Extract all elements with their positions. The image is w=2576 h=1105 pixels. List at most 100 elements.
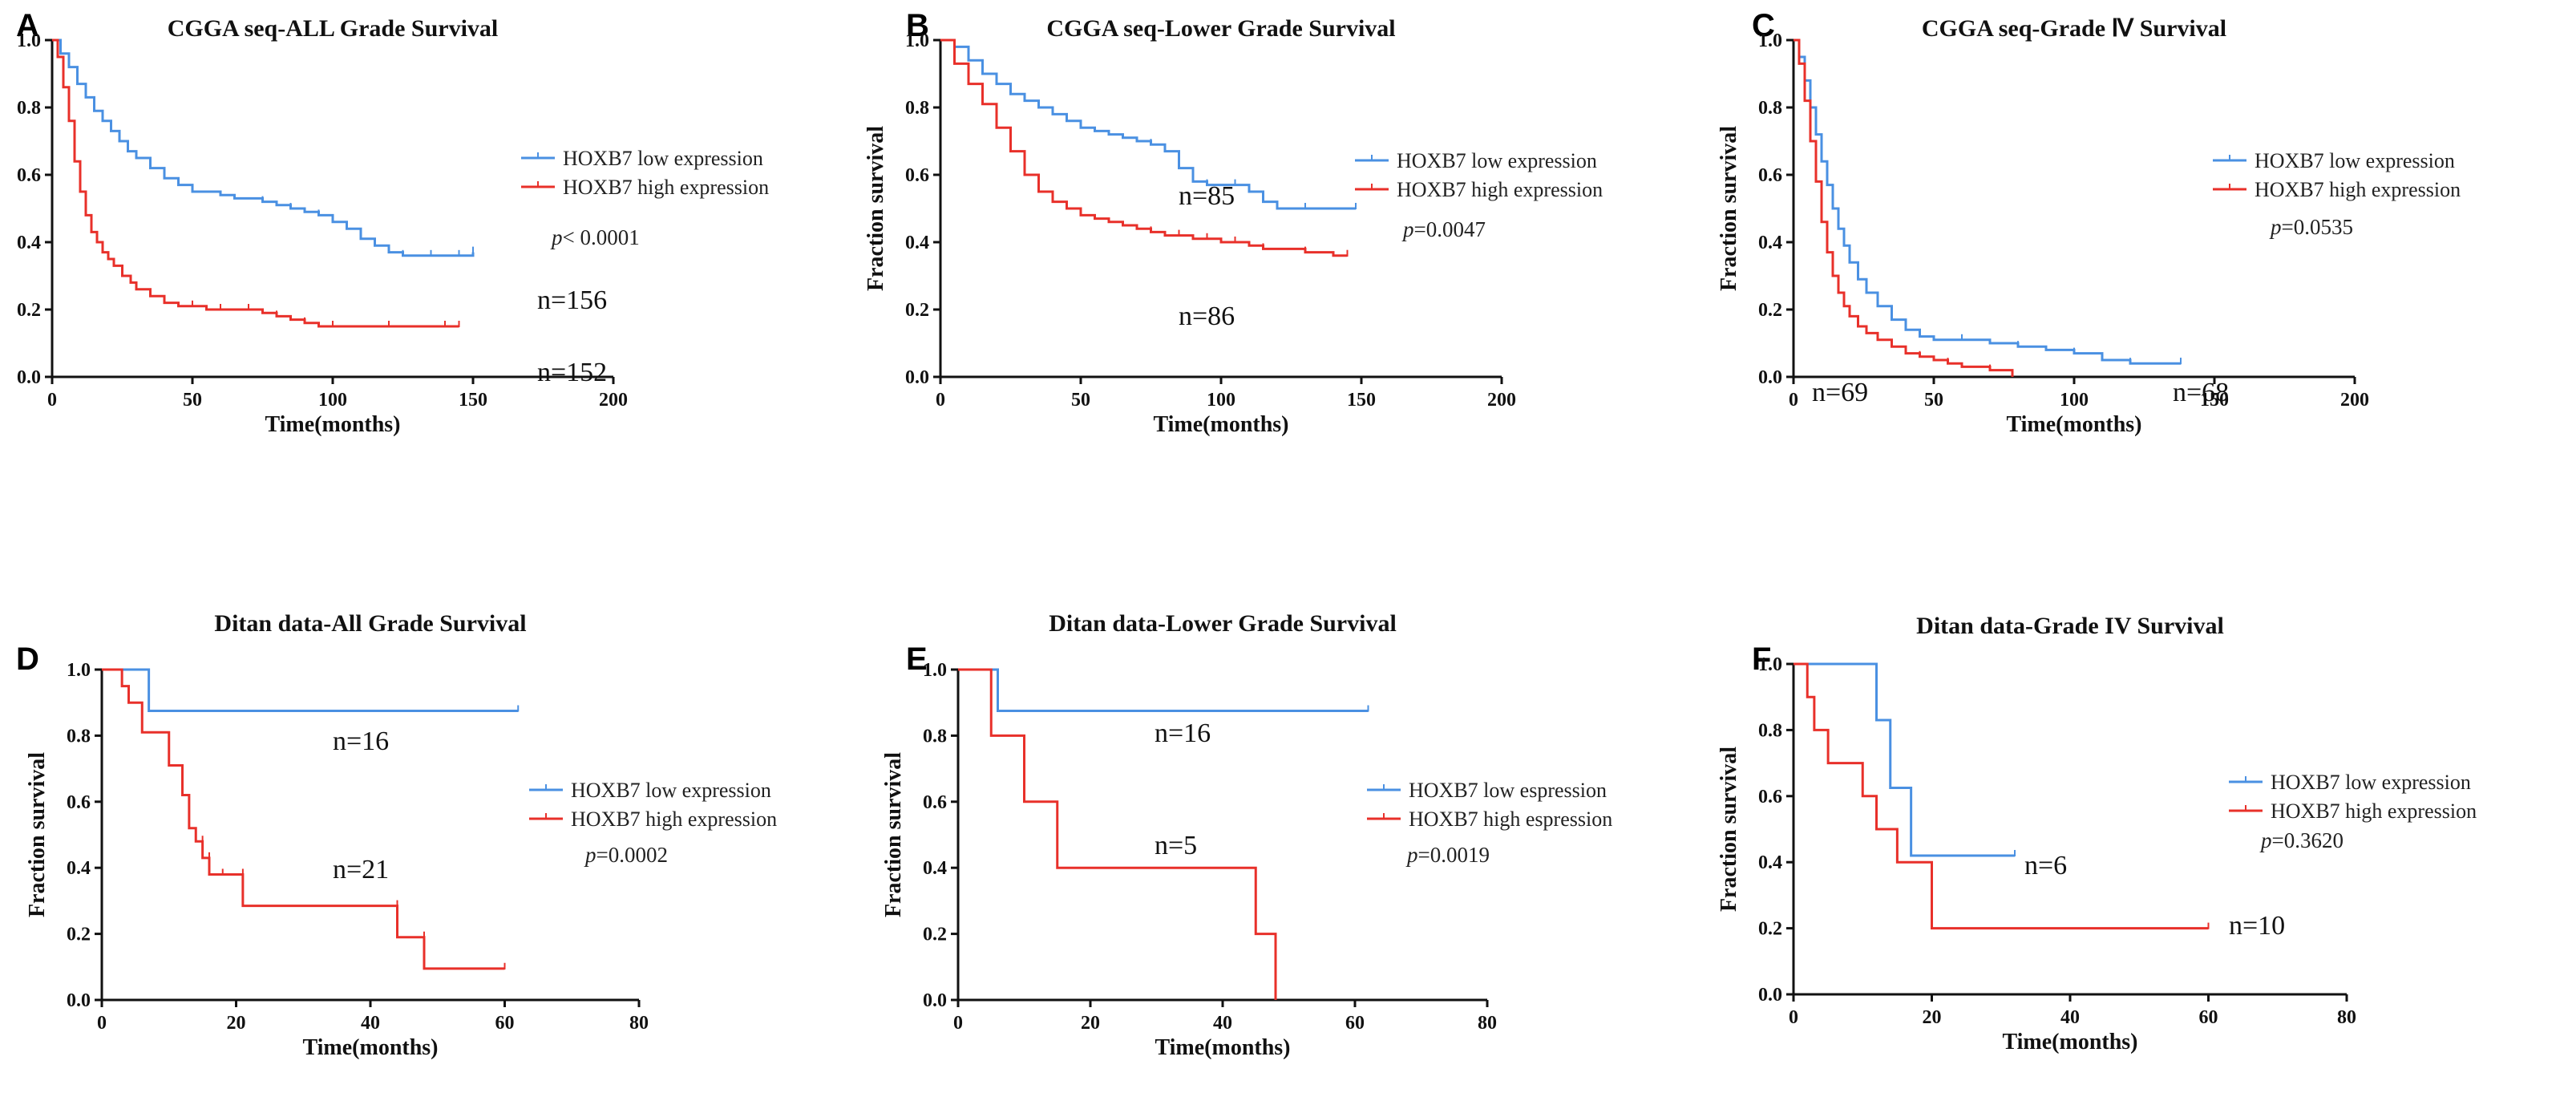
legend-label-a-high: HOXB7 high expression [563,176,769,199]
n-label-b-high: n=86 [1179,302,1235,331]
x-tick-label-f: 40 [2060,1007,2080,1028]
y-tick-label-e: 0.6 [923,792,947,813]
y-tick-label-b: 1.0 [905,30,929,51]
legend-label-e-low: HOXB7 low espression [1409,779,1607,802]
y-tick-label-a: 0.8 [17,98,41,119]
y-tick-label-b: 0.6 [905,165,929,186]
y-axis-label-b: Fraction survival [863,126,888,291]
x-axis-label-b: Time(months) [1153,412,1288,437]
y-tick-label-f: 0.4 [1758,852,1782,873]
x-tick-label-f: 60 [2199,1007,2218,1028]
x-axis-label-f: Time(months) [2002,1030,2137,1054]
n-label-e-high: n=5 [1155,831,1197,860]
series-line-c-high [1793,38,2014,377]
chart-title-c: CGGA seq-Grade Ⅳ Survival [1922,15,2226,42]
n-label-f-low: n=6 [2024,851,2067,880]
x-tick-label-e: 0 [953,1013,963,1034]
x-tick-label-b: 200 [1487,390,1516,411]
y-tick-label-c: 0.4 [1758,233,1782,253]
y-tick-label-b: 0.2 [905,300,929,321]
p-value-f: p=0.3620 [2259,828,2343,852]
x-tick-label-e: 80 [1478,1013,1497,1034]
y-tick-label-a: 0.0 [17,367,41,388]
y-tick-label-c: 0.0 [1758,367,1782,388]
panel-letter-c: C [1752,8,1775,43]
y-tick-label-f: 0.6 [1758,787,1782,808]
x-tick-label-a: 100 [318,390,347,411]
y-tick-label-f: 0.0 [1758,985,1782,1006]
y-tick-label-b: 0.4 [905,233,929,253]
x-tick-label-d: 0 [97,1013,107,1034]
x-tick-label-b: 0 [936,390,945,411]
legend-label-f-high: HOXB7 high expression [2271,799,2477,823]
y-tick-label-d: 0.8 [67,726,91,747]
series-line-e-low [958,668,1369,712]
y-tick-label-d: 0.0 [67,990,91,1011]
y-tick-label-e: 0.0 [923,990,947,1011]
legend-label-e-high: HOXB7 high espression [1409,808,1612,831]
y-tick-label-a: 0.6 [17,165,41,186]
p-value-b: p=0.0047 [1401,217,1486,241]
y-tick-label-f: 0.2 [1758,919,1782,940]
x-tick-label-f: 0 [1789,1007,1798,1028]
series-line-c-low [1793,38,2181,365]
series-line-f-high [1793,662,2209,930]
x-tick-label-b: 50 [1071,390,1090,411]
x-tick-label-d: 60 [495,1013,515,1034]
series-line-e-high [958,668,1277,1000]
x-axis-label-d: Time(months) [302,1035,438,1060]
p-value-e: p=0.0019 [1405,843,1490,867]
n-label-a-high: n=152 [537,358,607,387]
x-tick-label-a: 0 [47,390,57,411]
n-label-f-high: n=10 [2229,911,2285,941]
p-value-d: p=0.0002 [584,843,668,867]
panel-letter-a: A [16,8,39,43]
y-tick-label-d: 1.0 [67,660,91,681]
x-tick-label-c: 200 [2340,390,2369,411]
x-tick-label-c: 50 [1924,390,1943,411]
x-tick-label-d: 20 [227,1013,246,1034]
y-axis-label-e: Fraction survival [881,752,906,917]
legend-label-a-low: HOXB7 low expression [563,147,763,170]
n-label-c-low: n=68 [2173,378,2229,407]
series-line-d-high [102,668,505,970]
legend-label-d-high: HOXB7 high expression [571,808,777,831]
x-tick-label-a: 200 [599,390,628,411]
y-tick-label-e: 0.4 [923,858,947,879]
x-tick-label-d: 40 [361,1013,380,1034]
chart-title-d: Ditan data-All Grade Survival [214,610,526,637]
series-line-a-high [52,38,459,328]
y-tick-label-c: 0.6 [1758,165,1782,186]
n-label-e-low: n=16 [1155,718,1211,748]
y-tick-label-e: 0.8 [923,726,947,747]
series-line-b-low [940,38,1356,210]
legend-label-d-low: HOXB7 low expression [571,779,771,802]
y-axis-label-f: Fraction survival [1717,747,1741,912]
x-tick-label-a: 50 [183,390,202,411]
y-tick-label-a: 0.2 [17,300,41,321]
x-tick-label-a: 150 [459,390,487,411]
y-tick-label-c: 0.8 [1758,98,1782,119]
n-label-d-high: n=21 [333,855,389,884]
y-axis-label-c: Fraction survival [1717,126,1741,291]
legend-label-f-low: HOXB7 low expression [2271,771,2471,794]
legend-label-c-high: HOXB7 high expression [2255,178,2461,201]
x-tick-label-e: 20 [1081,1013,1100,1034]
chart-title-a: CGGA seq-ALL Grade Survival [168,15,499,42]
x-axis-label-a: Time(months) [265,412,400,437]
x-tick-label-c: 150 [2200,390,2229,411]
x-tick-label-f: 80 [2337,1007,2356,1028]
series-line-d-low [102,668,519,712]
y-tick-label-a: 1.0 [17,30,41,51]
legend-label-b-low: HOXB7 low expression [1397,149,1597,172]
y-tick-label-f: 0.8 [1758,720,1782,741]
y-tick-label-e: 0.2 [923,925,947,945]
series-line-a-low [52,38,475,257]
y-tick-label-d: 0.6 [67,792,91,813]
x-tick-label-e: 60 [1345,1013,1365,1034]
chart-title-b: CGGA seq-Lower Grade Survival [1046,15,1395,42]
panel-letter-d: D [16,642,39,677]
y-tick-label-b: 0.0 [905,367,929,388]
y-tick-label-c: 0.2 [1758,300,1782,321]
y-tick-label-d: 0.2 [67,925,91,945]
